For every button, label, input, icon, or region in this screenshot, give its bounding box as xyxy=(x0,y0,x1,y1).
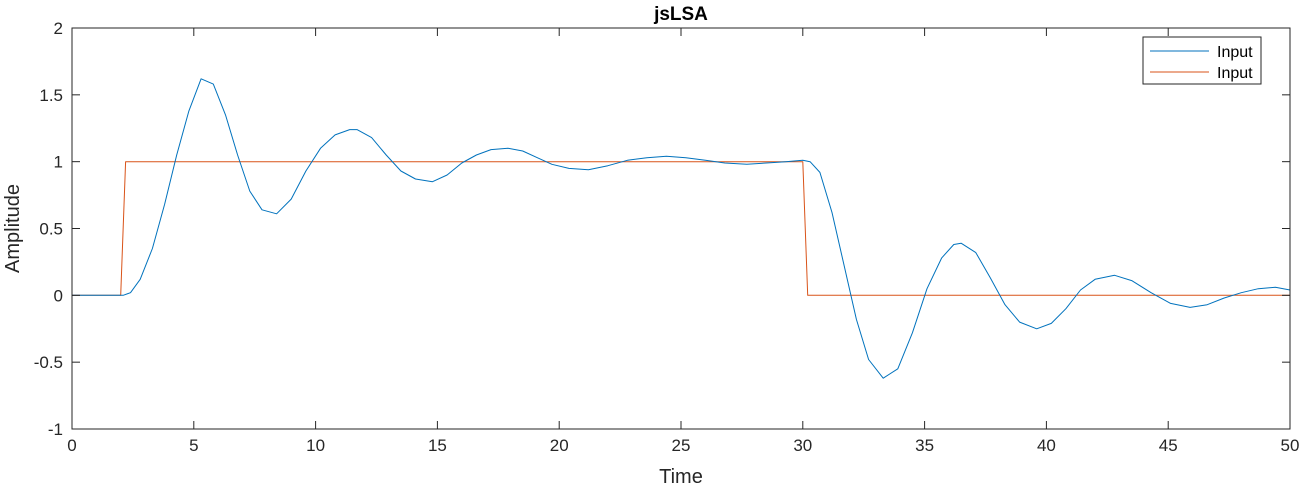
y-tick-label: -0.5 xyxy=(34,353,63,372)
legend-label-series-1: Input xyxy=(1217,44,1253,61)
x-tick-label: 10 xyxy=(306,436,325,455)
y-tick-label: 0 xyxy=(54,286,63,305)
plot-area xyxy=(72,28,1290,429)
x-tick-label: 40 xyxy=(1037,436,1056,455)
y-tick-label: 2 xyxy=(54,19,63,38)
x-axis-title: Time xyxy=(659,466,703,487)
y-tick-label: -1 xyxy=(48,420,63,439)
x-tick-label: 15 xyxy=(428,436,447,455)
tick-layer: 0 5 10 15 20 25 30 35 40 45 50 -1 -0.5 0 0.5 1 1.5 2 xyxy=(34,19,1300,455)
x-tick-label: 30 xyxy=(793,436,812,455)
y-tick-label: 1 xyxy=(54,153,63,172)
legend[interactable]: Input Input xyxy=(1142,36,1262,85)
x-tick-label: 0 xyxy=(67,436,76,455)
x-tick-label: 25 xyxy=(672,436,691,455)
y-axis-title: Amplitude xyxy=(2,184,24,273)
legend-box xyxy=(1142,36,1262,85)
series-line-1 xyxy=(72,78,1291,379)
x-tick-label: 35 xyxy=(915,436,934,455)
x-tick-label: 5 xyxy=(189,436,198,455)
legend-label-series-2: Input xyxy=(1217,65,1253,82)
y-tick-label: 1.5 xyxy=(39,86,63,105)
series-layer xyxy=(72,78,1291,379)
x-tick-label: 50 xyxy=(1281,436,1300,455)
x-tick-label: 45 xyxy=(1159,436,1178,455)
x-tick-label: 20 xyxy=(550,436,569,455)
chart-title: jsLSA xyxy=(653,4,708,25)
y-tick-label: 0.5 xyxy=(39,220,63,239)
